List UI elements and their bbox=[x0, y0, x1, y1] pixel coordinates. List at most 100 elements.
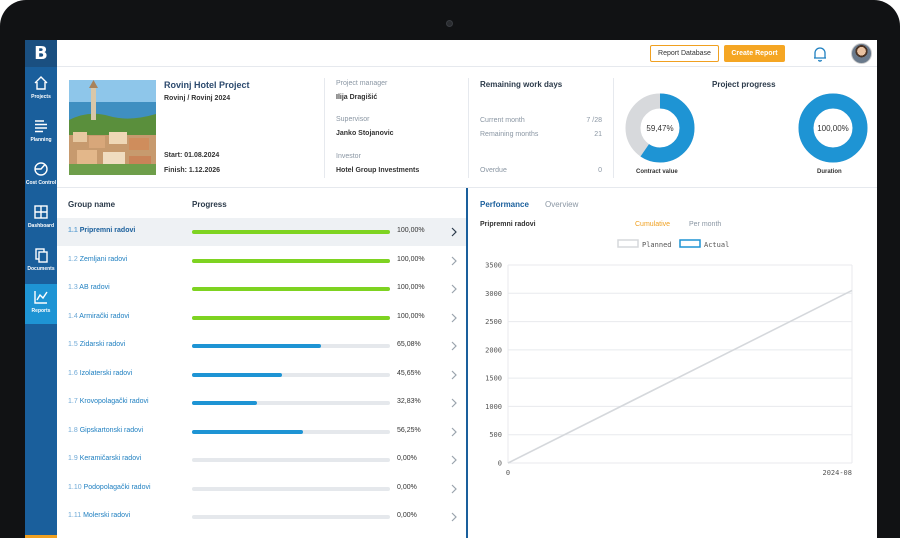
group-label: Keramičarski radovi bbox=[79, 455, 142, 462]
column-header-group-name: Group name bbox=[68, 200, 116, 209]
group-name[interactable]: 1.2 Zemljani radovi bbox=[68, 256, 127, 263]
chevron-right-icon[interactable] bbox=[450, 370, 458, 380]
y-tick-label: 500 bbox=[489, 431, 502, 439]
group-name[interactable]: 1.5 Zidarski radovi bbox=[68, 341, 125, 348]
sidebar-item-planning[interactable]: Planning bbox=[25, 113, 57, 153]
progress-bar bbox=[192, 458, 390, 462]
chevron-right-icon[interactable] bbox=[450, 341, 458, 351]
dashboard-icon bbox=[34, 205, 48, 219]
table-row[interactable]: 1.11 Molerski radovi 0,00% bbox=[57, 503, 467, 531]
toggle-per-month[interactable]: Per month bbox=[689, 221, 722, 228]
bell-icon[interactable] bbox=[811, 45, 829, 63]
table-row[interactable]: 1.2 Zemljani radovi 100,00% bbox=[57, 247, 467, 275]
x-tick-label: 0 bbox=[506, 469, 510, 477]
chevron-right-icon[interactable] bbox=[450, 398, 458, 408]
chevron-right-icon[interactable] bbox=[450, 427, 458, 437]
table-row[interactable]: 1.10 Podopolagački radovi 0,00% bbox=[57, 475, 467, 503]
y-tick-label: 1500 bbox=[485, 375, 502, 383]
progress-bar-fill bbox=[192, 315, 390, 320]
progress-percent: 100,00% bbox=[397, 255, 425, 263]
group-name[interactable]: 1.8 Gipskartonski radovi bbox=[68, 427, 143, 434]
duration-value: 100,00% bbox=[817, 124, 849, 133]
create-report-button[interactable]: Create Report bbox=[724, 45, 785, 62]
chevron-right-icon[interactable] bbox=[450, 484, 458, 494]
app-logo[interactable]: B bbox=[25, 40, 57, 67]
table-row[interactable]: 1.9 Keramičarski radovi 0,00% bbox=[57, 446, 467, 474]
x-tick-label: 2024-08 bbox=[822, 469, 852, 477]
chevron-right-icon[interactable] bbox=[450, 455, 458, 465]
table-row[interactable]: 1.4 Armirački radovi 100,00% bbox=[57, 304, 467, 332]
sidebar-item-cost-control[interactable]: Cost Control bbox=[25, 156, 57, 196]
group-label: Molerski radovi bbox=[83, 512, 131, 519]
sidebar-item-dashboard[interactable]: Dashboard bbox=[25, 199, 57, 239]
group-number: 1.1 bbox=[68, 227, 78, 234]
progress-bar bbox=[192, 372, 390, 377]
current-month-label: Current month bbox=[480, 117, 525, 124]
table-row[interactable]: 1.6 Izolaterski radovi 45,65% bbox=[57, 361, 467, 389]
table-row[interactable]: 1.7 Krovopolagački radovi 32,83% bbox=[57, 389, 467, 417]
remaining-months-label: Remaining months bbox=[480, 131, 539, 138]
performance-panel: Performance Overview Pripremni radovi Cu… bbox=[468, 188, 877, 538]
group-name[interactable]: 1.11 Molerski radovi bbox=[68, 512, 130, 519]
chevron-right-icon[interactable] bbox=[450, 284, 458, 294]
progress-percent: 100,00% bbox=[397, 312, 425, 320]
sidebar-item-label: Planning bbox=[30, 137, 52, 143]
remaining-title: Remaining work days bbox=[480, 80, 563, 89]
groups-table: Group name Progress 1.1 Pripremni radovi… bbox=[57, 188, 468, 538]
sidebar-item-label: Reports bbox=[31, 308, 51, 314]
series-line-planned bbox=[507, 289, 853, 464]
y-tick-label: 3000 bbox=[485, 290, 502, 298]
chart-icon bbox=[34, 291, 48, 304]
group-number: 1.11 bbox=[68, 512, 82, 519]
group-label: Podopolagački radovi bbox=[83, 483, 151, 491]
chevron-right-icon[interactable] bbox=[450, 512, 458, 522]
progress-bar-fill bbox=[192, 429, 304, 434]
sidebar: B Projects Planning Cost Control Dashboa… bbox=[25, 40, 57, 538]
project-photo bbox=[69, 80, 156, 175]
group-name[interactable]: 1.4 Armirački radovi bbox=[68, 313, 129, 320]
sidebar-item-projects[interactable]: Projects bbox=[25, 70, 57, 110]
sidebar-item-reports[interactable]: Reports bbox=[25, 284, 57, 324]
progress-bar bbox=[192, 515, 390, 519]
chevron-right-icon[interactable] bbox=[450, 313, 458, 323]
progress-percent: 0,00% bbox=[397, 483, 417, 491]
progress-bar-fill bbox=[192, 344, 321, 348]
toggle-cumulative[interactable]: Cumulative bbox=[635, 221, 671, 228]
scrollbar[interactable] bbox=[466, 188, 468, 538]
sidebar-item-label: Cost Control bbox=[25, 180, 57, 186]
table-row[interactable]: 1.5 Zidarski radovi 65,08% bbox=[57, 332, 467, 360]
group-label: Pripremni radovi bbox=[79, 227, 136, 234]
group-number: 1.8 bbox=[68, 426, 78, 434]
group-name[interactable]: 1.9 Keramičarski radovi bbox=[68, 455, 141, 462]
chevron-right-icon[interactable] bbox=[450, 256, 458, 266]
app-screen: B Projects Planning Cost Control Dashboa… bbox=[25, 40, 877, 538]
group-label: Zemljani radovi bbox=[79, 255, 128, 263]
y-tick-label: 2500 bbox=[485, 318, 502, 326]
supervisor-value: Janko Stojanovic bbox=[336, 130, 394, 137]
group-name[interactable]: 1.3 AB radovi bbox=[68, 284, 110, 291]
sidebar-item-documents[interactable]: Documents bbox=[25, 242, 57, 282]
avatar[interactable] bbox=[851, 43, 872, 64]
duration-donut bbox=[798, 93, 868, 163]
table-row[interactable]: 1.3 AB radovi 100,00% bbox=[57, 275, 467, 303]
tab-performance[interactable]: Performance bbox=[480, 200, 529, 209]
progress-bar-fill bbox=[192, 287, 390, 291]
group-name[interactable]: 1.1 Pripremni radovi bbox=[68, 227, 135, 234]
group-name[interactable]: 1.7 Krovopolagački radovi bbox=[68, 398, 149, 405]
report-database-button[interactable]: Report Database bbox=[650, 45, 719, 62]
group-name[interactable]: 1.6 Izolaterski radovi bbox=[68, 370, 132, 377]
home-icon bbox=[34, 76, 48, 90]
top-bar: Report Database Create Report bbox=[57, 40, 877, 67]
group-name[interactable]: 1.10 Podopolagački radovi bbox=[68, 484, 151, 491]
group-number: 1.6 bbox=[68, 369, 78, 377]
table-row[interactable]: 1.1 Pripremni radovi 100,00% bbox=[57, 218, 467, 246]
project-title: Rovinj Hotel Project bbox=[164, 80, 250, 90]
table-row[interactable]: 1.8 Gipskartonski radovi 56,25% bbox=[57, 418, 467, 446]
progress-bar bbox=[192, 486, 390, 491]
progress-bar bbox=[192, 315, 390, 320]
progress-bar bbox=[192, 258, 390, 263]
progress-percent: 100,00% bbox=[397, 284, 425, 291]
tab-overview[interactable]: Overview bbox=[545, 200, 579, 209]
chevron-right-icon[interactable] bbox=[450, 227, 458, 237]
progress-percent: 56,25% bbox=[397, 426, 421, 434]
